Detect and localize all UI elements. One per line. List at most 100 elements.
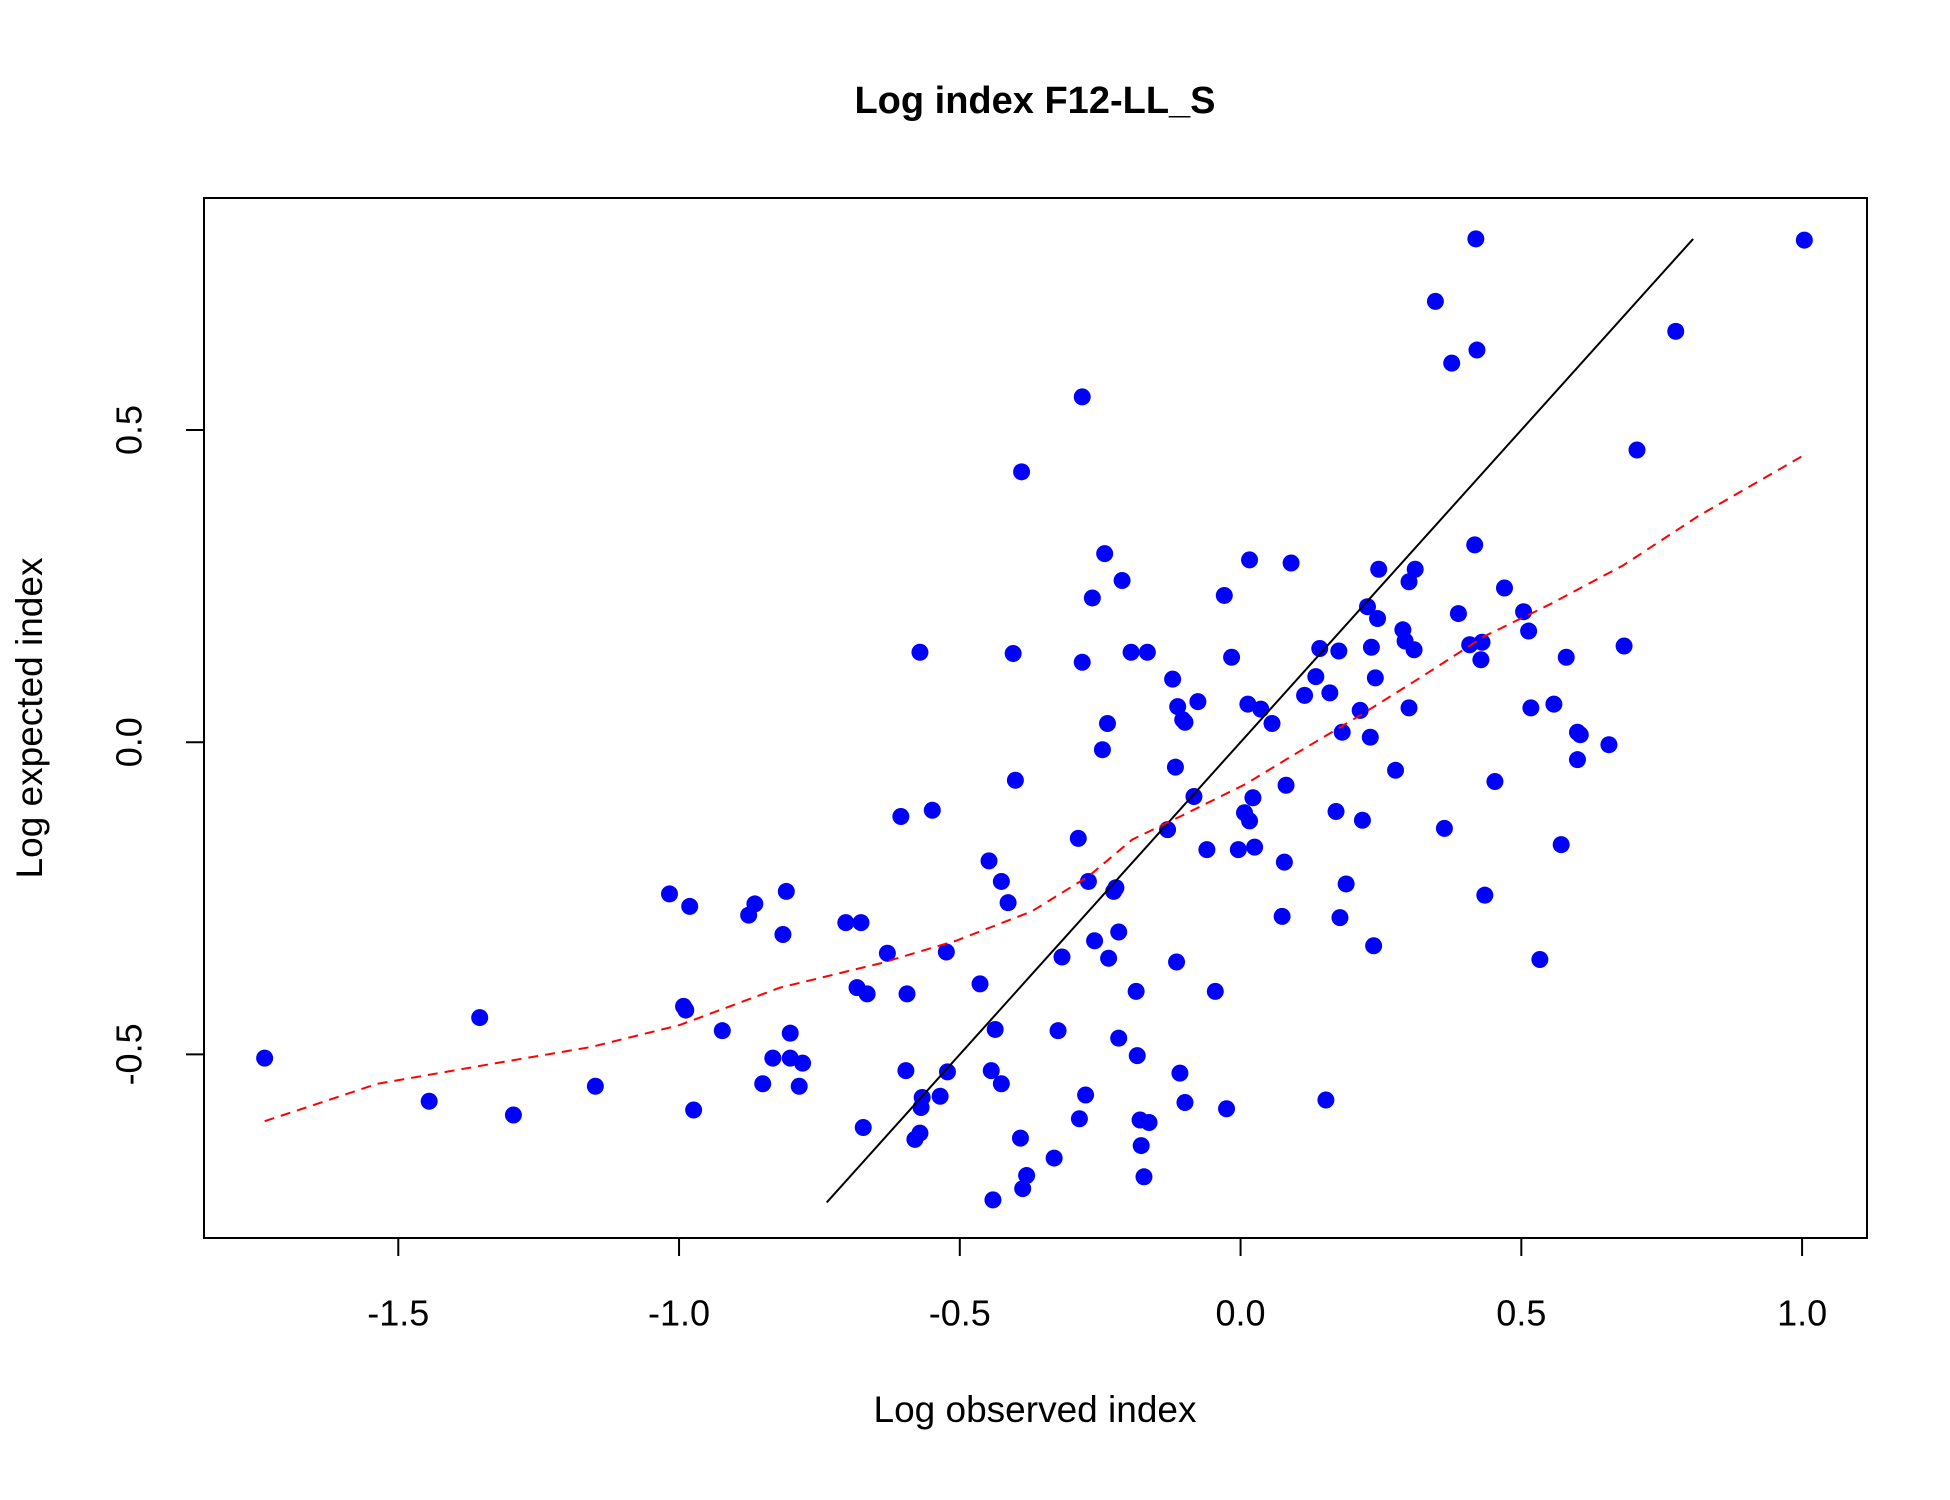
point: [256, 1049, 274, 1067]
point: [984, 1191, 1002, 1209]
point: [1571, 726, 1589, 744]
point: [685, 1101, 703, 1119]
point: [781, 1024, 799, 1042]
point: [1011, 1129, 1029, 1147]
point: [1667, 322, 1685, 340]
point: [1473, 633, 1491, 651]
point: [1138, 643, 1156, 661]
point: [1600, 736, 1618, 754]
point: [923, 801, 941, 819]
point: [1520, 622, 1538, 640]
point: [586, 1077, 604, 1095]
point: [911, 1124, 929, 1142]
x-tick-label: -1.0: [648, 1293, 710, 1334]
point: [1361, 728, 1379, 746]
point: [1176, 713, 1194, 731]
point: [1387, 761, 1405, 779]
point: [1135, 1168, 1153, 1186]
point: [1083, 589, 1101, 607]
point: [794, 1054, 812, 1072]
point: [1333, 723, 1351, 741]
point: [1132, 1137, 1150, 1155]
point: [1370, 560, 1388, 578]
point: [1449, 605, 1467, 623]
y-axis-label: Log expected index: [9, 557, 50, 878]
point: [1568, 751, 1586, 769]
point: [999, 894, 1017, 912]
point: [1275, 853, 1293, 871]
point: [1171, 1064, 1189, 1082]
point: [854, 1118, 872, 1136]
point: [971, 975, 989, 993]
point: [1365, 937, 1383, 955]
point: [1073, 388, 1091, 406]
point: [1107, 879, 1125, 897]
point: [1077, 1086, 1095, 1104]
point: [1218, 1100, 1236, 1118]
point: [897, 1062, 915, 1080]
point: [982, 1062, 1000, 1080]
point: [1426, 292, 1444, 310]
point: [677, 1001, 695, 1019]
y-tick-label: -0.5: [109, 1023, 150, 1085]
point: [986, 1020, 1004, 1038]
point: [1628, 441, 1646, 459]
point: [1053, 948, 1071, 966]
chart-title: Log index F12-LL_S: [854, 80, 1215, 122]
point: [504, 1106, 522, 1124]
x-tick-label: -0.5: [929, 1293, 991, 1334]
point: [1229, 841, 1247, 859]
point: [1331, 909, 1349, 927]
point: [1515, 603, 1533, 621]
point: [1100, 949, 1118, 967]
point: [1369, 610, 1387, 628]
point: [1351, 701, 1369, 719]
point: [1122, 643, 1140, 661]
point: [938, 1063, 956, 1081]
point: [852, 914, 870, 932]
point: [1241, 551, 1259, 569]
point: [1557, 648, 1575, 666]
point: [1531, 951, 1549, 969]
point: [1615, 637, 1633, 655]
point: [1307, 668, 1325, 686]
point: [931, 1087, 949, 1105]
point: [1018, 1167, 1036, 1185]
point: [937, 943, 955, 961]
point: [1140, 1113, 1158, 1131]
point: [1223, 648, 1241, 666]
point: [1405, 641, 1423, 659]
point: [1168, 953, 1186, 971]
point: [661, 885, 679, 903]
point: [992, 1075, 1010, 1093]
point: [1466, 536, 1484, 554]
point: [1273, 907, 1291, 925]
point: [1263, 714, 1281, 732]
point: [1327, 803, 1345, 821]
point: [713, 1022, 731, 1040]
point: [1244, 789, 1262, 807]
point: [1353, 811, 1371, 829]
x-tick-label: 0.5: [1496, 1293, 1546, 1334]
point: [1366, 669, 1384, 687]
point: [1079, 872, 1097, 890]
point: [1069, 829, 1087, 847]
point: [1472, 651, 1490, 669]
point: [1086, 932, 1104, 950]
reference-line: [825, 238, 1694, 1204]
point: [471, 1009, 489, 1027]
point: [1241, 812, 1259, 830]
point: [1096, 545, 1114, 563]
plot-frame: [203, 197, 1868, 1239]
point: [1246, 838, 1264, 856]
point: [1070, 1110, 1088, 1128]
point: [790, 1077, 808, 1095]
point: [420, 1092, 438, 1110]
point: [1358, 598, 1376, 616]
point: [1206, 982, 1224, 1000]
point: [1006, 771, 1024, 789]
x-axis-label: Log observed index: [874, 1389, 1197, 1430]
point: [1337, 875, 1355, 893]
point: [1311, 640, 1329, 658]
